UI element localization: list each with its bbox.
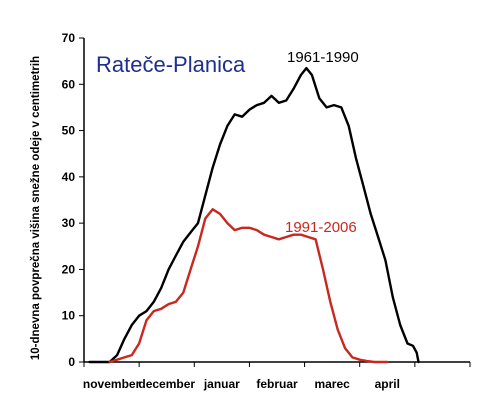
y-tick-label: 20 — [62, 262, 76, 276]
chart-title: Rateče-Planica — [96, 52, 246, 77]
y-tick-label: 70 — [62, 31, 76, 45]
x-tick-label: december — [138, 377, 195, 391]
x-tick-label: november — [83, 377, 141, 391]
axes — [83, 38, 470, 363]
y-tick-label: 30 — [62, 216, 76, 230]
x-tick-label: januar — [203, 377, 240, 391]
y-tick-label: 10 — [62, 309, 76, 323]
series-line-1 — [88, 66, 420, 364]
series-lines — [88, 66, 420, 364]
x-tick-label: februar — [256, 377, 298, 391]
y-tick-label: 60 — [62, 77, 76, 91]
x-tick-label: april — [375, 377, 400, 391]
series-label-1991-2006: 1991-2006 — [285, 219, 357, 236]
y-ticks: 0 10 20 30 40 50 60 70 — [62, 31, 84, 369]
series-line-2 — [108, 208, 389, 364]
y-axis-label: 10-dnevna povprečna višina snežne odeje … — [30, 56, 42, 360]
series-label-1961-1990: 1961-1990 — [287, 49, 359, 66]
y-tick-label: 40 — [62, 170, 76, 184]
y-tick-label: 0 — [68, 355, 75, 369]
y-tick-label: 50 — [62, 124, 76, 138]
x-tick-label: marec — [314, 377, 350, 391]
